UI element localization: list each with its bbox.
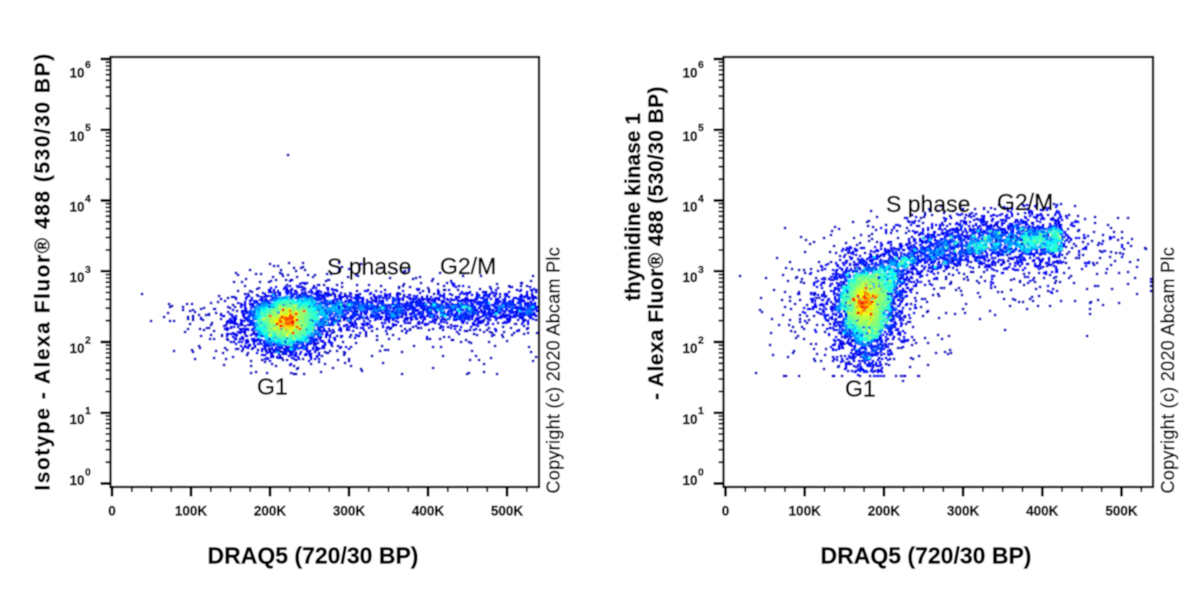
svg-text:4: 4: [85, 193, 91, 205]
svg-text:Isotype - Alexa Fluor® 488 (53: Isotype - Alexa Fluor® 488 (530/30 BP): [32, 52, 55, 490]
svg-text:100K: 100K: [175, 504, 208, 519]
svg-text:2: 2: [85, 335, 91, 347]
svg-text:10: 10: [682, 66, 697, 81]
svg-text:G1: G1: [845, 376, 876, 402]
svg-text:thymidine kinase 1: thymidine kinase 1: [622, 113, 645, 301]
svg-text:400K: 400K: [412, 504, 445, 519]
svg-text:4: 4: [698, 193, 704, 205]
svg-text:0: 0: [698, 467, 704, 479]
svg-text:Copyright (c) 2020 Abcam Plc: Copyright (c) 2020 Abcam Plc: [544, 247, 564, 494]
svg-text:200K: 200K: [868, 504, 901, 519]
svg-text:10: 10: [69, 270, 84, 285]
svg-text:1: 1: [698, 405, 704, 417]
svg-text:- Alexa Fluor® 488 (530/30 BP): - Alexa Fluor® 488 (530/30 BP): [645, 86, 668, 400]
svg-text:0: 0: [85, 467, 91, 479]
svg-text:10: 10: [682, 341, 697, 356]
svg-text:500K: 500K: [491, 504, 524, 519]
svg-text:DRAQ5 (720/30 BP): DRAQ5 (720/30 BP): [208, 543, 419, 569]
svg-text:10: 10: [69, 341, 84, 356]
svg-text:3: 3: [698, 264, 704, 276]
svg-text:10: 10: [69, 412, 84, 427]
svg-text:10: 10: [69, 473, 84, 488]
svg-text:10: 10: [69, 200, 84, 215]
svg-text:6: 6: [85, 59, 91, 71]
svg-text:10: 10: [69, 66, 84, 81]
svg-text:500K: 500K: [1105, 504, 1138, 519]
svg-text:0: 0: [108, 504, 116, 519]
svg-text:400K: 400K: [1026, 504, 1059, 519]
svg-text:10: 10: [682, 412, 697, 427]
svg-text:Copyright (c) 2020 Abcam Plc: Copyright (c) 2020 Abcam Plc: [1158, 247, 1178, 494]
svg-text:5: 5: [85, 122, 91, 134]
svg-text:6: 6: [698, 59, 704, 71]
svg-text:G2/M: G2/M: [997, 189, 1053, 215]
svg-text:300K: 300K: [333, 504, 366, 519]
svg-text:10: 10: [682, 200, 697, 215]
svg-text:DRAQ5 (720/30 BP): DRAQ5 (720/30 BP): [821, 543, 1032, 569]
svg-text:S phase: S phase: [886, 191, 970, 217]
svg-text:0: 0: [722, 504, 730, 519]
svg-text:G2/M: G2/M: [440, 253, 496, 279]
svg-text:2: 2: [698, 335, 704, 347]
svg-text:10: 10: [69, 129, 84, 144]
svg-text:G1: G1: [257, 374, 288, 400]
svg-text:300K: 300K: [947, 504, 980, 519]
svg-text:10: 10: [682, 473, 697, 488]
svg-text:100K: 100K: [789, 504, 822, 519]
svg-text:1: 1: [85, 405, 91, 417]
svg-text:10: 10: [682, 270, 697, 285]
svg-text:10: 10: [682, 129, 697, 144]
svg-text:3: 3: [85, 264, 91, 276]
svg-text:5: 5: [698, 122, 704, 134]
svg-text:200K: 200K: [254, 504, 287, 519]
svg-text:S phase: S phase: [327, 254, 411, 280]
